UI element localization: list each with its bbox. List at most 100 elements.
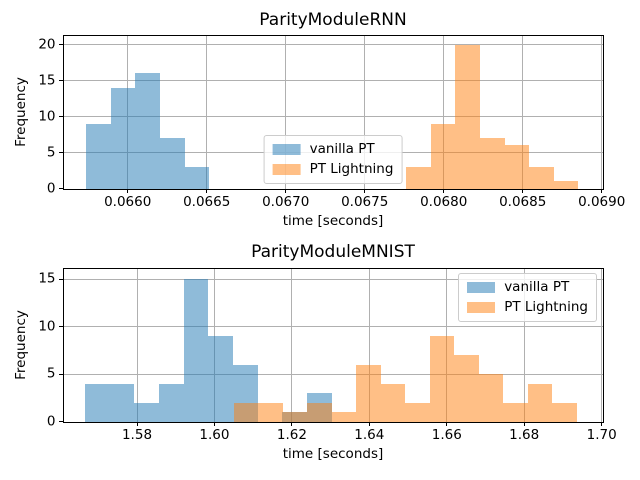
gridline-x: [364, 36, 366, 189]
x-tick-mark: [601, 189, 603, 193]
x-tick-label: 0.0680: [420, 193, 468, 210]
y-tick-mark: [59, 44, 63, 46]
legend-mnist: vanilla PT PT Lightning: [458, 273, 597, 322]
y-tick-label: 5: [46, 144, 56, 160]
x-tick-label: 1.60: [199, 426, 230, 443]
x-tick-label: 0.0690: [578, 193, 626, 210]
legend-item-vanilla-pt: vanilla PT: [272, 141, 394, 158]
x-tick-label: 0.0660: [104, 193, 152, 210]
gridline-x: [291, 268, 293, 422]
y-tick-label: 0: [46, 180, 56, 196]
chart-title-rnn: ParityModuleRNN: [259, 9, 407, 30]
hist-bar-vanilla-pt: [208, 336, 234, 422]
gridline-y: [63, 326, 603, 328]
hist-bar-vanilla-pt: [85, 123, 111, 189]
hist-bar-pt-lightning: [258, 402, 283, 422]
hist-bar-pt-lightning: [454, 355, 479, 422]
legend-item-pt-lightning: PT Lightning: [467, 299, 588, 316]
y-tick-mark: [59, 373, 63, 375]
gridline-x: [206, 36, 208, 189]
gridline-y: [63, 80, 603, 82]
hist-bar-pt-lightning: [405, 402, 430, 422]
x-tick-mark: [213, 422, 215, 426]
y-tick-label: 10: [38, 108, 56, 125]
vanilla-pt-swatch-icon: [467, 282, 496, 293]
hist-bar-vanilla-pt: [135, 73, 160, 189]
y-tick-mark: [59, 188, 63, 189]
pt-lightning-swatch-icon: [272, 164, 301, 175]
y-tick-label: 20: [38, 36, 56, 53]
gridline-x: [523, 268, 525, 422]
gridline-x: [601, 268, 603, 422]
hist-bar-vanilla-pt: [183, 279, 209, 422]
hist-bar-pt-lightning: [406, 166, 431, 189]
y-tick-mark: [59, 152, 63, 153]
pt-lightning-swatch-icon: [467, 302, 496, 313]
y-tick-mark: [59, 326, 63, 328]
hist-bar-pt-lightning: [233, 402, 259, 422]
y-tick-label: 10: [38, 318, 56, 335]
x-tick-mark: [601, 422, 603, 426]
y-tick-mark: [59, 278, 63, 280]
x-tick-label: 1.64: [354, 426, 385, 443]
gridline-x: [368, 268, 370, 422]
x-tick-mark: [127, 189, 129, 193]
gridline-x: [522, 36, 524, 189]
x-tick-label: 1.66: [431, 426, 462, 443]
hist-bar-pt-lightning: [429, 336, 455, 422]
legend-label-vanilla-pt: vanilla PT: [504, 279, 570, 295]
legend-label-pt-lightning: PT Lightning: [504, 299, 588, 315]
y-tick-mark: [59, 116, 63, 118]
hist-bar-pt-lightning: [553, 181, 579, 189]
x-tick-mark: [206, 189, 208, 193]
y-tick-label: 15: [38, 270, 56, 287]
y-tick-mark: [59, 80, 63, 82]
gridline-y: [63, 373, 603, 375]
legend-label-vanilla-pt: vanilla PT: [309, 141, 375, 157]
hist-bar-vanilla-pt: [134, 402, 160, 422]
hist-bar-vanilla-pt: [159, 383, 184, 422]
gridline-y: [63, 44, 603, 46]
hist-bar-pt-lightning: [307, 402, 332, 422]
x-tick-label: 0.0665: [183, 193, 231, 210]
hist-bar-pt-lightning: [331, 412, 357, 422]
gridline-x: [285, 36, 287, 189]
x-tick-mark: [291, 422, 293, 426]
hist-bar-pt-lightning: [356, 364, 381, 422]
x-tick-label: 1.58: [121, 426, 153, 443]
chart-title-mnist: ParityModuleMNIST: [251, 242, 415, 262]
x-tick-mark: [522, 189, 524, 193]
hist-bar-pt-lightning: [527, 383, 553, 422]
x-tick-label: 0.0675: [341, 193, 389, 210]
hist-bar-pt-lightning: [478, 374, 504, 422]
x-tick-mark: [523, 422, 525, 426]
x-tick-label: 1.62: [276, 426, 307, 443]
x-tick-label: 1.68: [509, 426, 540, 443]
hist-bar-vanilla-pt: [109, 383, 135, 422]
hist-bar-vanilla-pt: [110, 87, 136, 189]
hist-bar-pt-lightning: [282, 412, 308, 422]
x-tick-label: 0.0685: [499, 193, 547, 210]
x-tick-mark: [446, 422, 448, 426]
hist-bar-vanilla-pt: [159, 138, 185, 189]
x-tick-mark: [136, 422, 138, 426]
hist-bar-vanilla-pt: [85, 383, 110, 422]
x-tick-mark: [364, 189, 366, 193]
y-tick-label: 5: [46, 365, 56, 382]
x-tick-mark: [285, 189, 287, 193]
legend-item-pt-lightning: PT Lightning: [272, 161, 393, 178]
gridline-x: [443, 36, 445, 189]
hist-bar-pt-lightning: [479, 138, 505, 189]
gridline-y: [63, 116, 603, 118]
gridline-y: [63, 278, 603, 280]
x-axis-label-rnn: time [seconds]: [282, 213, 384, 229]
hist-bar-pt-lightning: [430, 123, 456, 189]
legend-item-vanilla-pt: vanilla PT: [467, 279, 588, 296]
x-tick-mark: [368, 422, 370, 426]
hist-bar-pt-lightning: [504, 145, 530, 189]
hist-bar-pt-lightning: [503, 402, 528, 422]
vanilla-pt-swatch-icon: [272, 144, 301, 155]
legend-rnn: vanilla PT PT Lightning: [263, 135, 403, 184]
gridline-x: [601, 36, 603, 189]
